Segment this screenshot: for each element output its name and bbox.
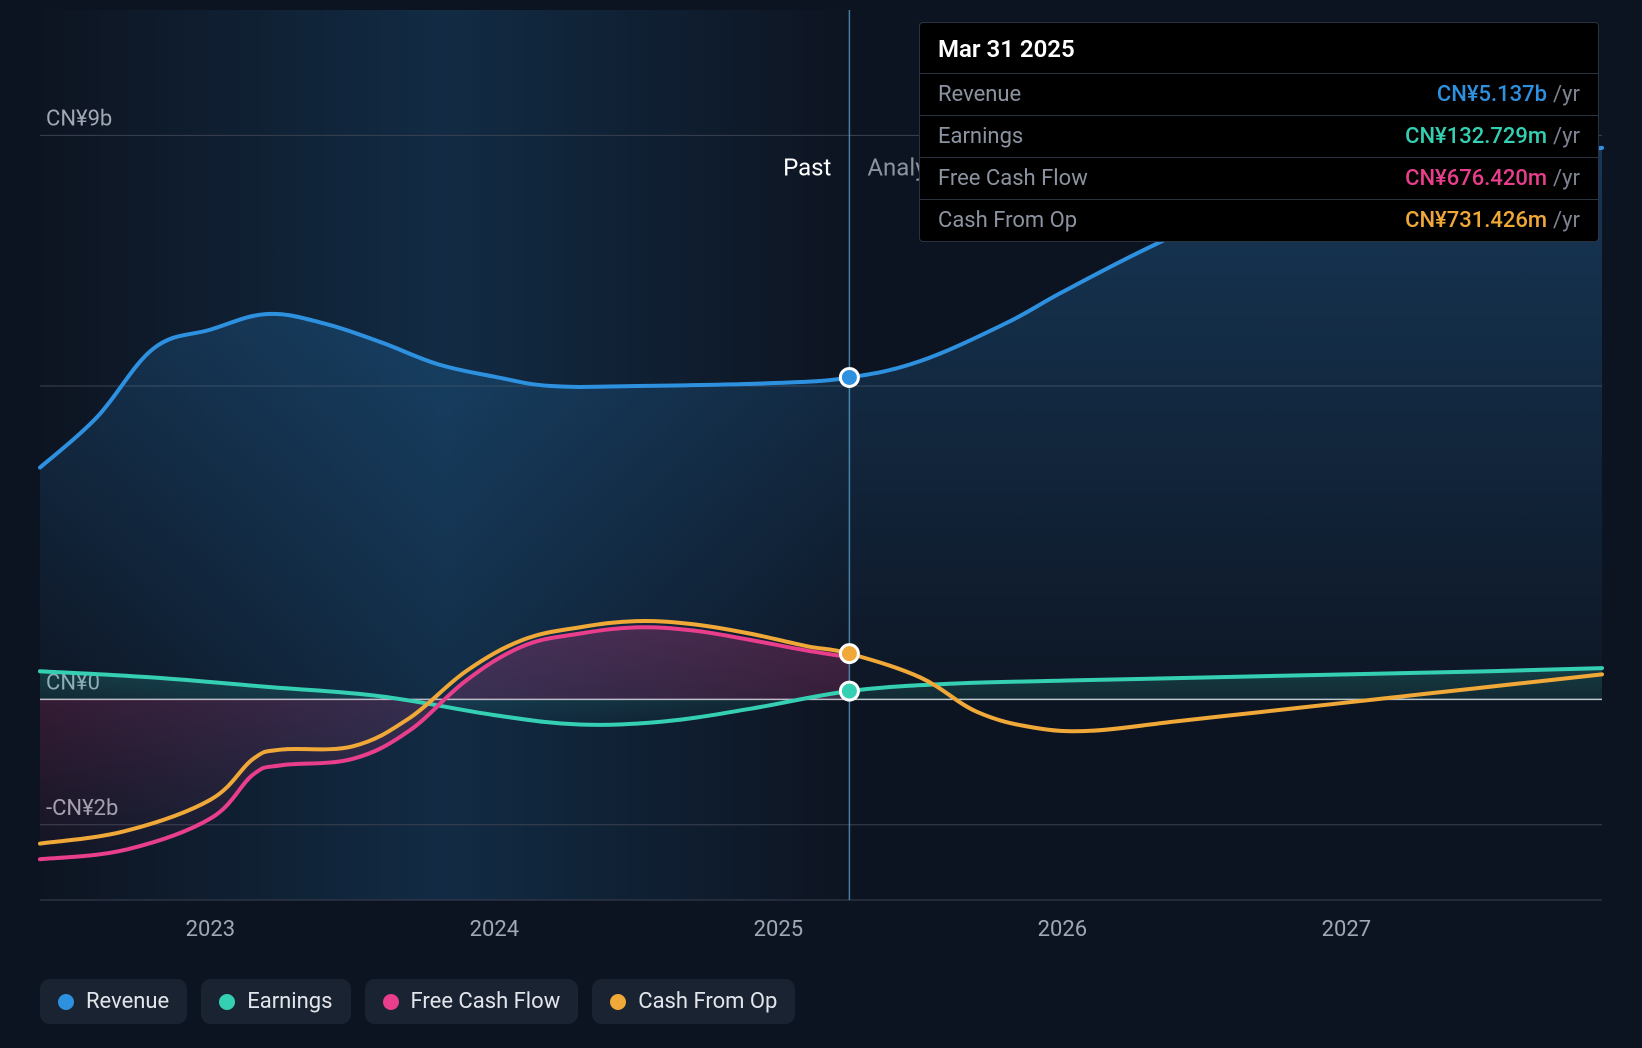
marker-earnings	[840, 682, 858, 700]
tooltip-row: Free Cash FlowCN¥676.420m/yr	[920, 158, 1598, 200]
chart-legend: Revenue Earnings Free Cash Flow Cash From O…	[40, 979, 795, 1024]
legend-item-free-cash-flow[interactable]: Free Cash Flow	[365, 979, 579, 1024]
chart-tooltip: Mar 31 2025 RevenueCN¥5.137b/yrEarningsC…	[919, 22, 1599, 242]
tooltip-row-label: Free Cash Flow	[938, 166, 1405, 191]
tooltip-row-unit: /yr	[1553, 208, 1580, 233]
x-axis-label: 2027	[1322, 917, 1371, 942]
legend-label: Earnings	[247, 989, 332, 1014]
tooltip-row-label: Earnings	[938, 124, 1405, 149]
marker-revenue	[840, 368, 858, 386]
tooltip-date: Mar 31 2025	[920, 23, 1598, 74]
tooltip-row-value: CN¥5.137b	[1437, 82, 1547, 107]
tooltip-row-value: CN¥132.729m	[1405, 124, 1547, 149]
tooltip-row-unit: /yr	[1553, 166, 1580, 191]
y-axis-label: CN¥9b	[46, 106, 112, 131]
legend-dot-icon	[610, 994, 626, 1010]
legend-dot-icon	[219, 994, 235, 1010]
legend-label: Free Cash Flow	[411, 989, 561, 1014]
x-axis-label: 2025	[754, 917, 803, 942]
x-axis-label: 2023	[186, 917, 235, 942]
tooltip-row: EarningsCN¥132.729m/yr	[920, 116, 1598, 158]
tooltip-row-unit: /yr	[1553, 124, 1580, 149]
tooltip-row-label: Revenue	[938, 82, 1437, 107]
legend-item-cash-from-op[interactable]: Cash From Op	[592, 979, 795, 1024]
tooltip-row: Cash From OpCN¥731.426m/yr	[920, 200, 1598, 241]
tooltip-row-value: CN¥731.426m	[1405, 208, 1547, 233]
tooltip-row-label: Cash From Op	[938, 208, 1405, 233]
legend-item-revenue[interactable]: Revenue	[40, 979, 187, 1024]
legend-label: Cash From Op	[638, 989, 777, 1014]
x-axis-label: 2026	[1038, 917, 1087, 942]
label-past: Past	[783, 153, 831, 181]
tooltip-row: RevenueCN¥5.137b/yr	[920, 74, 1598, 116]
x-axis-label: 2024	[470, 917, 519, 942]
legend-dot-icon	[383, 994, 399, 1010]
tooltip-row-value: CN¥676.420m	[1405, 166, 1547, 191]
marker-cfo	[840, 645, 858, 663]
legend-label: Revenue	[86, 989, 169, 1014]
chart-container: CN¥9bCN¥0-CN¥2b20232024202520262027PastA…	[0, 0, 1642, 1048]
legend-item-earnings[interactable]: Earnings	[201, 979, 350, 1024]
tooltip-row-unit: /yr	[1553, 82, 1580, 107]
legend-dot-icon	[58, 994, 74, 1010]
